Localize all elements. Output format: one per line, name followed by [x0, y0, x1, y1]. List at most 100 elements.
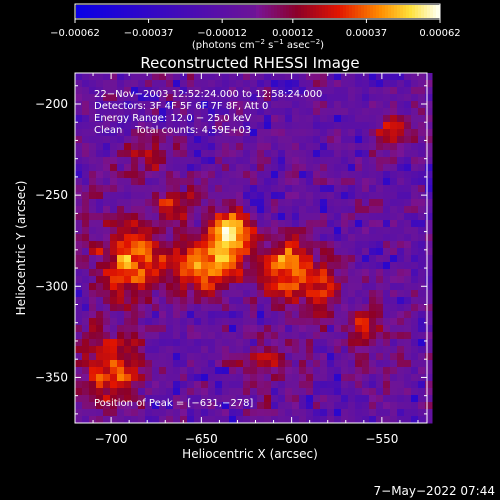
- heatmap-cell: [236, 143, 244, 151]
- heatmap-cell: [187, 290, 195, 298]
- heatmap-cell: [285, 325, 293, 333]
- heatmap-cell: [362, 227, 370, 235]
- heatmap-cell: [418, 353, 426, 361]
- heatmap-cell: [117, 185, 125, 193]
- heatmap-cell: [278, 297, 286, 305]
- heatmap-cell: [320, 213, 328, 221]
- heatmap-cell: [222, 136, 230, 144]
- heatmap-cell: [404, 234, 412, 242]
- heatmap-cell: [299, 122, 307, 130]
- heatmap-cell: [82, 241, 90, 249]
- heatmap-cell: [257, 227, 265, 235]
- heatmap-cell: [313, 325, 321, 333]
- heatmap-cell: [348, 108, 356, 116]
- heatmap-cell: [243, 87, 251, 95]
- heatmap-cell: [250, 80, 258, 88]
- colorbar-swatch: [205, 5, 209, 18]
- heatmap-cell: [180, 416, 188, 424]
- heatmap-cell: [124, 129, 132, 137]
- heatmap-cell: [397, 304, 405, 312]
- heatmap-cell: [390, 248, 398, 256]
- heatmap-cell: [376, 108, 384, 116]
- heatmap-cell: [369, 150, 377, 158]
- heatmap-cell: [278, 325, 286, 333]
- heatmap-cell: [257, 353, 265, 361]
- heatmap-cell: [411, 388, 419, 396]
- heatmap-cell: [187, 311, 195, 319]
- heatmap-cell: [418, 290, 426, 298]
- heatmap-cell: [362, 283, 370, 291]
- heatmap-cell: [257, 388, 265, 396]
- heatmap-cell: [89, 395, 97, 403]
- heatmap-cell: [152, 115, 160, 123]
- heatmap-cell: [110, 416, 118, 424]
- heatmap-cell: [369, 122, 377, 130]
- heatmap-cell: [278, 150, 286, 158]
- heatmap-cell: [166, 325, 174, 333]
- heatmap-cell: [285, 101, 293, 109]
- heatmap-cell: [89, 206, 97, 214]
- colorbar-swatch: [331, 5, 335, 18]
- heatmap-cell: [327, 262, 335, 270]
- heatmap-cell: [236, 381, 244, 389]
- heatmap-cell: [369, 101, 377, 109]
- heatmap-cell: [313, 129, 321, 137]
- heatmap-cell: [243, 157, 251, 165]
- heatmap-cell: [355, 318, 363, 326]
- heatmap-cell: [320, 311, 328, 319]
- heatmap-cell: [411, 108, 419, 116]
- heatmap-cell: [299, 192, 307, 200]
- heatmap-cell: [348, 283, 356, 291]
- heatmap-cell: [138, 185, 146, 193]
- heatmap-cell: [271, 122, 279, 130]
- heatmap-cell: [425, 150, 433, 158]
- heatmap-cell: [278, 241, 286, 249]
- heatmap-cell: [390, 360, 398, 368]
- heatmap-cell: [243, 129, 251, 137]
- heatmap-cell: [75, 367, 83, 375]
- heatmap-cell: [173, 206, 181, 214]
- heatmap-cell: [299, 101, 307, 109]
- heatmap-cell: [173, 374, 181, 382]
- heatmap-cell: [117, 178, 125, 186]
- heatmap-cell: [425, 206, 433, 214]
- colorbar-swatch: [277, 5, 281, 18]
- heatmap-cell: [229, 241, 237, 249]
- heatmap-cell: [187, 360, 195, 368]
- colorbar-tick-label: −0.00037: [124, 28, 174, 39]
- heatmap-cell: [404, 122, 412, 130]
- heatmap-cell: [397, 318, 405, 326]
- heatmap-cell: [306, 416, 314, 424]
- heatmap-cell: [425, 199, 433, 207]
- heatmap-cell: [152, 381, 160, 389]
- heatmap-cell: [313, 80, 321, 88]
- heatmap-cell: [341, 290, 349, 298]
- heatmap-cell: [292, 283, 300, 291]
- heatmap-cell: [236, 129, 244, 137]
- heatmap-cell: [397, 199, 405, 207]
- heatmap-cell: [82, 129, 90, 137]
- heatmap-cell: [383, 339, 391, 347]
- heatmap-cell: [110, 290, 118, 298]
- heatmap-cell: [348, 276, 356, 284]
- heatmap-cell: [369, 388, 377, 396]
- heatmap-cell: [355, 136, 363, 144]
- colorbar-swatch: [256, 5, 260, 18]
- heatmap-cell: [103, 332, 111, 340]
- heatmap-cell: [145, 220, 153, 228]
- heatmap-cell: [425, 192, 433, 200]
- heatmap-cell: [306, 304, 314, 312]
- heatmap-cell: [264, 374, 272, 382]
- heatmap-cell: [271, 206, 279, 214]
- heatmap-cell: [271, 381, 279, 389]
- heatmap-cell: [264, 234, 272, 242]
- heatmap-cell: [222, 402, 230, 410]
- heatmap-cell: [75, 311, 83, 319]
- heatmap-cell: [82, 192, 90, 200]
- heatmap-cell: [257, 311, 265, 319]
- heatmap-cell: [110, 185, 118, 193]
- heatmap-cell: [264, 269, 272, 277]
- heatmap-cell: [397, 339, 405, 347]
- heatmap-cell: [285, 353, 293, 361]
